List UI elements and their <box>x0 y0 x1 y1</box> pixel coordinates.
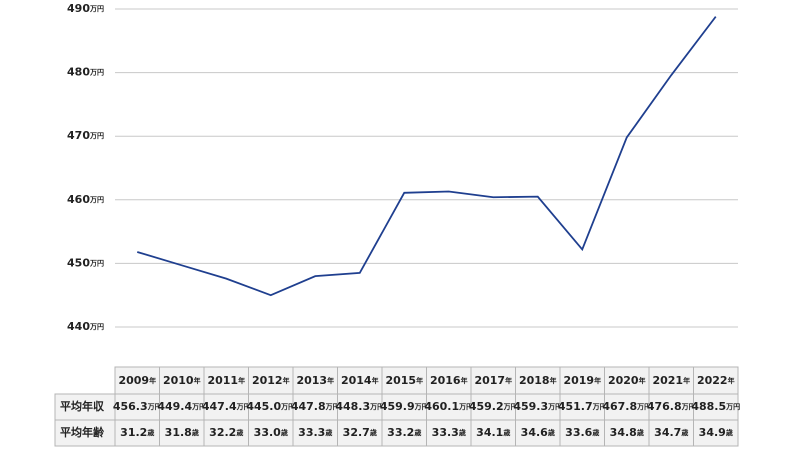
x-tick-label: 2012年 <box>252 374 290 387</box>
table-cell <box>381 419 427 447</box>
table-cell <box>693 366 739 395</box>
table-value: 451.7万円 <box>558 400 607 413</box>
x-tick-label: 2022年 <box>697 374 735 387</box>
x-tick-label: 2011年 <box>207 374 245 387</box>
table-cell <box>292 419 338 447</box>
table-cell <box>648 366 694 395</box>
x-tick-label: 2019年 <box>563 374 601 387</box>
table-cell <box>648 393 694 421</box>
table-cell <box>426 393 472 421</box>
table-cell <box>693 419 739 447</box>
y-tick-label: 460万円 <box>67 193 104 206</box>
table-cell <box>248 393 294 421</box>
table-value: 34.8歳 <box>610 426 644 439</box>
table-value: 459.3万円 <box>513 400 562 413</box>
x-tick-label: 2016年 <box>430 374 468 387</box>
x-tick-label: 2013年 <box>296 374 334 387</box>
x-tick-label: 2014年 <box>341 374 379 387</box>
table-cell <box>203 393 249 421</box>
row-label-cell <box>54 419 116 447</box>
x-tick-label: 2018年 <box>519 374 557 387</box>
table-cell <box>337 393 383 421</box>
y-tick-label: 440万円 <box>67 320 104 333</box>
table-cell <box>248 366 294 395</box>
table-value: 32.2歳 <box>209 426 243 439</box>
table-value: 448.3万円 <box>335 400 384 413</box>
table-cell <box>515 419 561 447</box>
table-cell <box>203 419 249 447</box>
table-value: 31.8歳 <box>165 426 199 439</box>
x-tick-label: 2017年 <box>474 374 512 387</box>
table-value: 34.7歳 <box>654 426 688 439</box>
table-cell <box>559 419 605 447</box>
table-cell <box>515 393 561 421</box>
table-value: 33.0歳 <box>254 426 288 439</box>
x-tick-label: 2015年 <box>385 374 423 387</box>
x-tick-label: 2009年 <box>118 374 156 387</box>
table-value: 459.9万円 <box>380 400 429 413</box>
table-value: 33.3歳 <box>432 426 466 439</box>
line <box>136 16 717 297</box>
table-value: 447.4万円 <box>202 400 251 413</box>
table-value: 34.9歳 <box>699 426 733 439</box>
table-value: 33.6歳 <box>565 426 599 439</box>
table-value: 445.0万円 <box>246 400 295 413</box>
table-cell <box>470 419 516 447</box>
table-value: 449.4万円 <box>157 400 206 413</box>
table-cell <box>337 366 383 395</box>
table-cell <box>648 419 694 447</box>
table-cell <box>426 366 472 395</box>
table-value: 33.2歳 <box>387 426 421 439</box>
x-tick-label: 2021年 <box>652 374 690 387</box>
table-cell <box>159 419 205 447</box>
table-cell <box>248 419 294 447</box>
row-label: 平均年収 <box>60 399 105 413</box>
table-value: 456.3万円 <box>113 400 162 413</box>
table-value: 460.1万円 <box>424 400 473 413</box>
table-cell <box>515 366 561 395</box>
table-value: 33.3歳 <box>298 426 332 439</box>
table-value: 447.8万円 <box>291 400 340 413</box>
y-tick-label: 470万円 <box>67 129 104 142</box>
table-value: 31.2歳 <box>120 426 154 439</box>
x-tick-label: 2020年 <box>608 374 646 387</box>
table-value: 476.8万円 <box>647 400 696 413</box>
table-cell <box>559 393 605 421</box>
x-tick-label: 2010年 <box>163 374 201 387</box>
y-tick-label: 490万円 <box>67 2 104 15</box>
table-cell <box>426 419 472 447</box>
table-value: 459.2万円 <box>469 400 518 413</box>
table-cell <box>559 366 605 395</box>
row-label: 平均年齢 <box>60 425 105 439</box>
table-value: 32.7歳 <box>343 426 377 439</box>
y-tick-label: 480万円 <box>67 66 104 79</box>
table-value: 34.6歳 <box>521 426 555 439</box>
table-value: 467.8万円 <box>602 400 651 413</box>
y-tick-label: 450万円 <box>67 256 104 269</box>
table-value: 34.1歳 <box>476 426 510 439</box>
table-value: 488.5万円 <box>691 400 740 413</box>
